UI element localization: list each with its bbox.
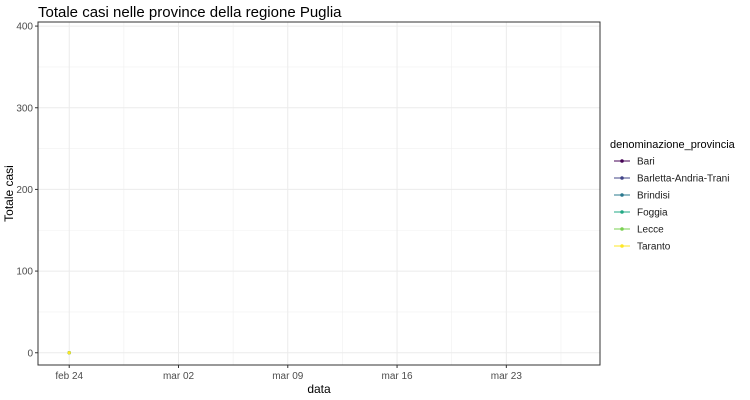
legend-key-point (620, 193, 624, 197)
legend-title: denominazione_provincia (610, 139, 736, 151)
legend-label: Taranto (637, 242, 671, 253)
x-tick-label: mar 09 (272, 371, 304, 382)
major-gridlines (38, 22, 600, 365)
y-tick-label: 100 (16, 267, 33, 278)
x-axis-label: data (307, 382, 331, 396)
legend-key-point (620, 244, 624, 248)
chart-title: Totale casi nelle province della regione… (38, 4, 342, 21)
y-tick-label: 200 (16, 185, 33, 196)
legend: denominazione_provincia Bari Barletta-And… (610, 139, 736, 253)
legend-key-point (620, 176, 624, 180)
legend-key-point (620, 227, 624, 231)
x-tick-label: mar 02 (163, 371, 195, 382)
legend-label: Brindisi (637, 191, 670, 202)
y-tick-label: 0 (27, 348, 33, 359)
legend-key-point (620, 159, 624, 163)
legend-key-point (620, 210, 624, 214)
series-layer (67, 351, 71, 355)
legend-label: Foggia (637, 208, 668, 219)
y-axis-label: Totale casi (2, 165, 16, 222)
x-tick-label: mar 16 (381, 371, 413, 382)
plot-panel (38, 22, 600, 365)
legend-items: Bari Barletta-Andria-Trani Brindisi Foggia L… (614, 157, 729, 253)
x-axis: feb 24 mar 02 mar 09 mar 16 mar 23 (55, 365, 522, 382)
plot-border (37, 21, 601, 366)
y-tick-label: 400 (16, 22, 33, 33)
legend-label: Lecce (637, 225, 664, 236)
data-point (67, 351, 71, 355)
y-tick-label: 300 (16, 103, 33, 114)
x-tick-label: feb 24 (55, 371, 83, 382)
legend-label: Bari (637, 157, 655, 168)
legend-label: Barletta-Andria-Trani (637, 174, 729, 185)
minor-gridlines (38, 22, 600, 365)
y-axis: 0 100 200 300 400 (16, 22, 38, 359)
x-tick-label: mar 23 (491, 371, 523, 382)
